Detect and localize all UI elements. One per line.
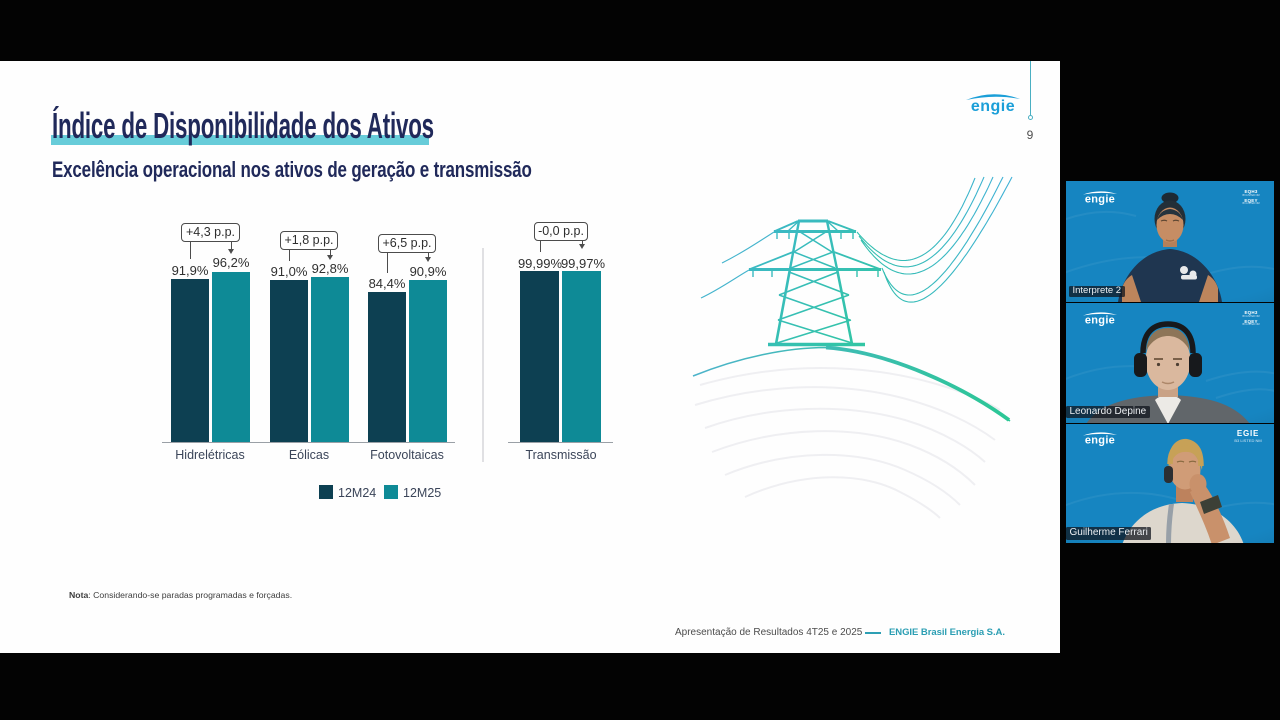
svg-text:engie: engie xyxy=(1085,315,1115,327)
svg-text:engie: engie xyxy=(1085,194,1115,206)
svg-text:engie: engie xyxy=(1085,435,1115,447)
svg-text:engie: engie xyxy=(971,98,1015,115)
